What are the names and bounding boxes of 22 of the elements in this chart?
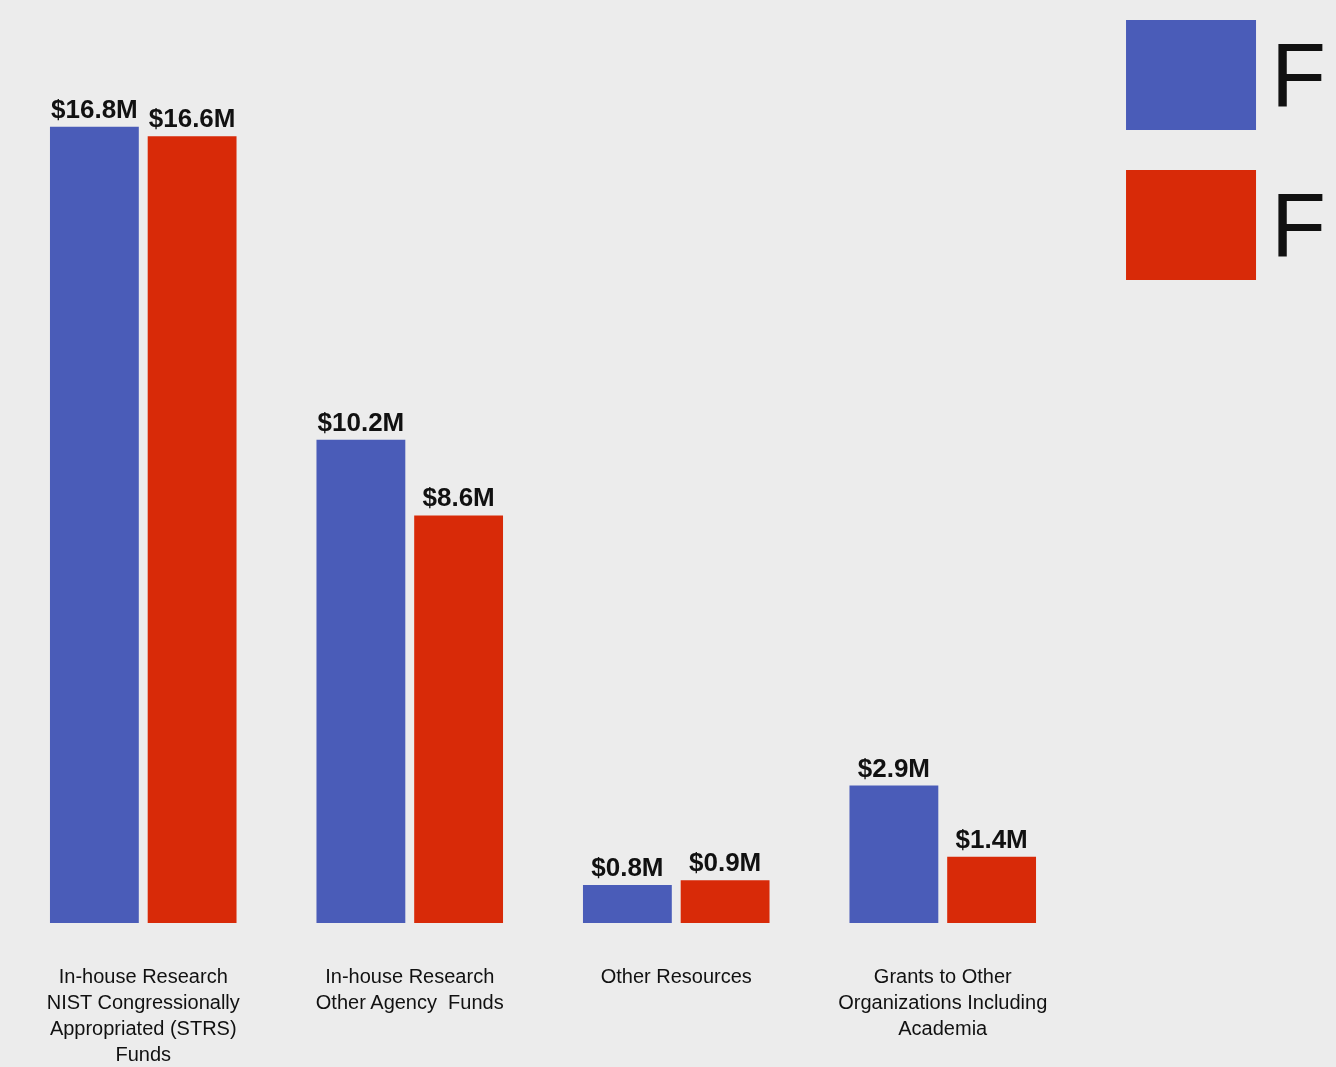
bar bbox=[849, 785, 939, 923]
bar bbox=[582, 885, 672, 923]
bar bbox=[680, 880, 770, 923]
data-label: $16.6M bbox=[148, 103, 236, 134]
bar bbox=[316, 439, 406, 923]
bar bbox=[414, 515, 504, 923]
x-tick-label: In-house Research Other Agency Funds bbox=[315, 965, 504, 1013]
legend-label: F bbox=[1271, 25, 1327, 125]
data-label: $0.8M bbox=[591, 852, 664, 883]
data-label: $16.8M bbox=[51, 93, 138, 124]
data-label: $10.2M bbox=[317, 406, 405, 437]
x-tick-label: Other Resources bbox=[600, 965, 752, 987]
bar bbox=[947, 856, 1037, 923]
data-label: $0.9M bbox=[688, 847, 762, 878]
legend-label: F bbox=[1271, 175, 1327, 275]
data-label: $2.9M bbox=[857, 752, 931, 783]
data-label: $8.6M bbox=[422, 482, 495, 513]
x-tick-label: Grants to Other Organizations Including Academia bbox=[838, 965, 1048, 1039]
bar bbox=[147, 136, 237, 923]
x-tick-label: In-house Research NIST Congressionally Appropriated (STRS) Funds bbox=[46, 965, 240, 1065]
data-label: $1.4M bbox=[955, 823, 1028, 854]
bar bbox=[49, 126, 139, 923]
